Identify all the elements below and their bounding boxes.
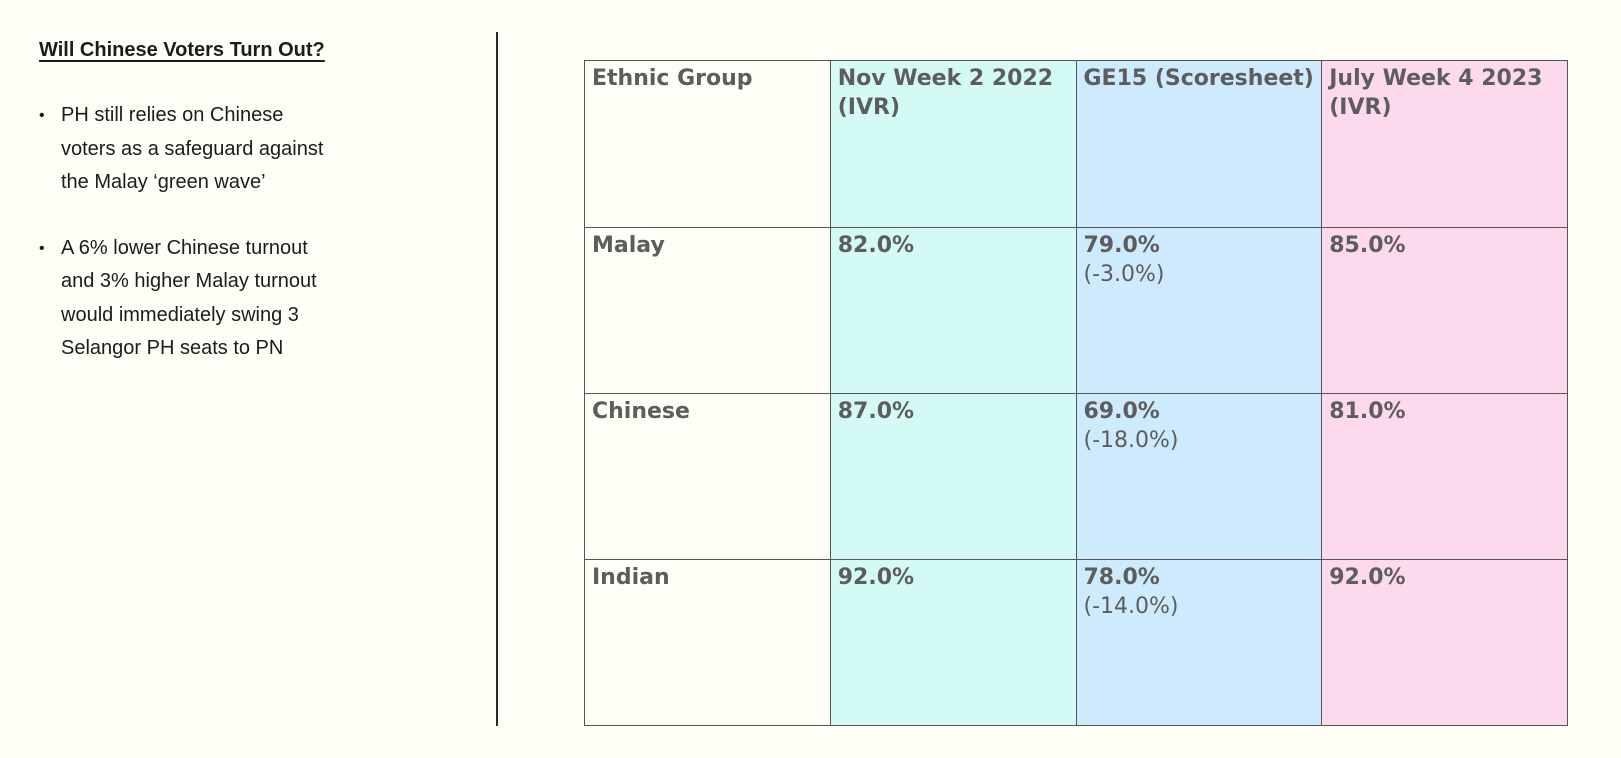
value: 78.0%: [1083, 565, 1160, 590]
header-nov-2022: Nov Week 2 2022 (IVR): [829, 60, 1077, 228]
value: 82.0%: [837, 233, 915, 258]
difference: (-3.0%): [1083, 262, 1165, 287]
bullet-list: • PH still relies on Chinese voters as a…: [39, 99, 339, 366]
row-label-malay: Malay: [584, 227, 831, 394]
header-ethnic-group: Ethnic Group: [584, 60, 831, 228]
row-label-chinese: Chinese: [584, 393, 831, 560]
value: 92.0%: [837, 565, 915, 590]
value: 69.0%: [1083, 399, 1160, 424]
cell-indian-july: 92.0%: [1321, 559, 1568, 726]
bullet-text-2: A 6% lower Chinese turnout and 3% higher…: [61, 236, 317, 360]
difference: (-14.0%): [1083, 594, 1179, 619]
value: 79.0%: [1083, 233, 1160, 258]
vertical-divider: [496, 32, 498, 726]
cell-indian-ge15: 78.0% (-14.0%): [1075, 559, 1323, 726]
cell-malay-july: 85.0%: [1321, 227, 1568, 394]
cell-chinese-ge15: 69.0% (-18.0%): [1075, 393, 1323, 560]
bullet-item-2: • A 6% lower Chinese turnout and 3% high…: [39, 232, 339, 366]
turnout-table: Ethnic Group Nov Week 2 2022 (IVR) GE15 …: [584, 60, 1568, 726]
cell-chinese-nov: 87.0%: [829, 393, 1077, 560]
table-row: Indian 92.0% 78.0% (-14.0%) 92.0%: [584, 559, 1568, 726]
bullet-text-1: PH still relies on Chinese voters as a s…: [61, 104, 324, 193]
cell-chinese-july: 81.0%: [1321, 393, 1568, 560]
table-row: Malay 82.0% 79.0% (-3.0%) 85.0%: [584, 227, 1568, 394]
value: 85.0%: [1329, 233, 1406, 258]
cell-indian-nov: 92.0%: [829, 559, 1077, 726]
table-header-row: Ethnic Group Nov Week 2 2022 (IVR) GE15 …: [584, 60, 1568, 228]
value: 81.0%: [1329, 399, 1406, 424]
bullet-item-1: • PH still relies on Chinese voters as a…: [39, 99, 339, 200]
section-heading: Will Chinese Voters Turn Out?: [39, 39, 325, 61]
bullet-dot-icon: •: [39, 107, 45, 124]
table-row: Chinese 87.0% 69.0% (-18.0%) 81.0%: [584, 393, 1568, 560]
row-label-indian: Indian: [584, 559, 831, 726]
header-ge15: GE15 (Scoresheet): [1075, 60, 1323, 228]
left-panel: Will Chinese Voters Turn Out? • PH still…: [39, 34, 339, 398]
cell-malay-ge15: 79.0% (-3.0%): [1075, 227, 1323, 394]
value: 87.0%: [837, 399, 915, 424]
difference: (-18.0%): [1083, 428, 1179, 453]
value: 92.0%: [1329, 565, 1406, 590]
bullet-dot-icon: •: [39, 239, 45, 257]
cell-malay-nov: 82.0%: [829, 227, 1077, 394]
header-july-2023: July Week 4 2023 (IVR): [1321, 60, 1568, 228]
